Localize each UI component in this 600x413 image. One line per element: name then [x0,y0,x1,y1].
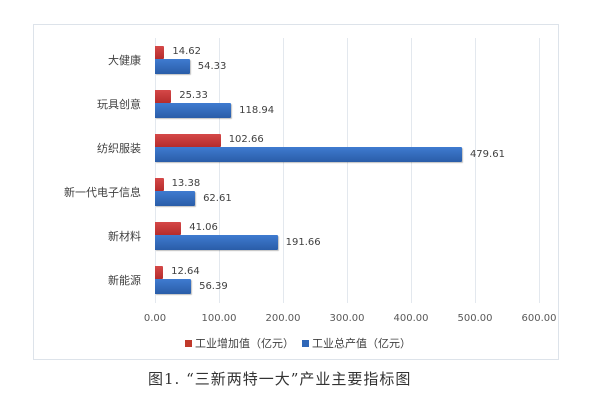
category-row: 纺织服装 102.66 479.61 [0,126,505,170]
category-label: 新能源 [108,274,141,287]
x-tick-label: 400.00 [393,313,429,324]
category-row: 新能源 12.64 56.39 [0,258,228,302]
legend-swatch-red [185,339,192,347]
bar-output-value [155,103,232,118]
data-label: 14.62 [172,46,201,57]
bar-value-added [155,134,221,147]
bar-value-added [155,46,165,59]
legend: 工业增加值（亿元） 工业总产值（亿元） [185,335,411,351]
legend-label: 工业总产值（亿元） [312,337,411,350]
category-row: 大健康 14.62 54.33 [0,38,226,82]
bar-output-value [155,235,278,250]
data-label: 13.38 [171,178,201,189]
bar-value-added [155,178,164,191]
bar-output-value [155,147,462,162]
x-tick-label: 500.00 [457,313,493,324]
gridline [219,38,220,303]
data-label: 56.39 [199,281,228,292]
bar-value-added [155,90,172,103]
figure-caption: 图1. “三新两特一大”产业主要指标图 [148,370,412,388]
category-row: 玩具创意 25.33 118.94 [0,82,274,126]
legend-item-value-added: 工业增加值（亿元） [185,335,294,351]
category-label: 新一代电子信息 [64,186,141,199]
bar-output-value [155,279,192,294]
gridline [475,38,476,303]
legend-swatch-blue [302,339,309,347]
bar-value-added [155,266,164,279]
category-row: 新材料 41.06 191.66 [0,214,321,258]
data-label: 41.06 [189,222,218,233]
data-label: 118.94 [239,105,275,116]
category-label: 纺织服装 [97,142,141,155]
gridline [283,38,284,303]
data-label: 12.64 [171,266,200,277]
legend-label: 工业增加值（亿元） [195,337,294,350]
data-label: 25.33 [179,90,208,101]
bar-output-value [155,191,196,206]
x-tick-label: 600.00 [521,313,557,324]
category-row: 新一代电子信息 13.38 62.61 [0,170,232,214]
gridline [347,38,348,303]
category-label: 玩具创意 [97,98,141,111]
data-label: 191.66 [285,237,321,248]
legend-item-output-value: 工业总产值（亿元） [302,335,411,351]
bar-output-value [155,59,190,74]
chart-frame [33,24,559,360]
category-label: 新材料 [108,230,141,243]
data-label: 479.61 [469,149,505,160]
gridline [411,38,412,303]
data-label: 54.33 [197,61,227,72]
x-tick-label: 0.00 [143,313,167,324]
data-label: 62.61 [203,193,232,204]
gridline [539,38,540,303]
category-label: 大健康 [108,54,141,67]
data-label: 102.66 [228,134,264,145]
gridline [155,38,156,303]
plot-area: 大健康 14.62 54.33 玩具创意 25.33 118.94 纺织服装 102.66 47… [64,38,540,303]
x-tick-label: 300.00 [329,313,365,324]
x-tick-label: 100.00 [201,313,237,324]
bar-value-added [155,222,182,235]
x-tick-label: 200.00 [265,313,301,324]
